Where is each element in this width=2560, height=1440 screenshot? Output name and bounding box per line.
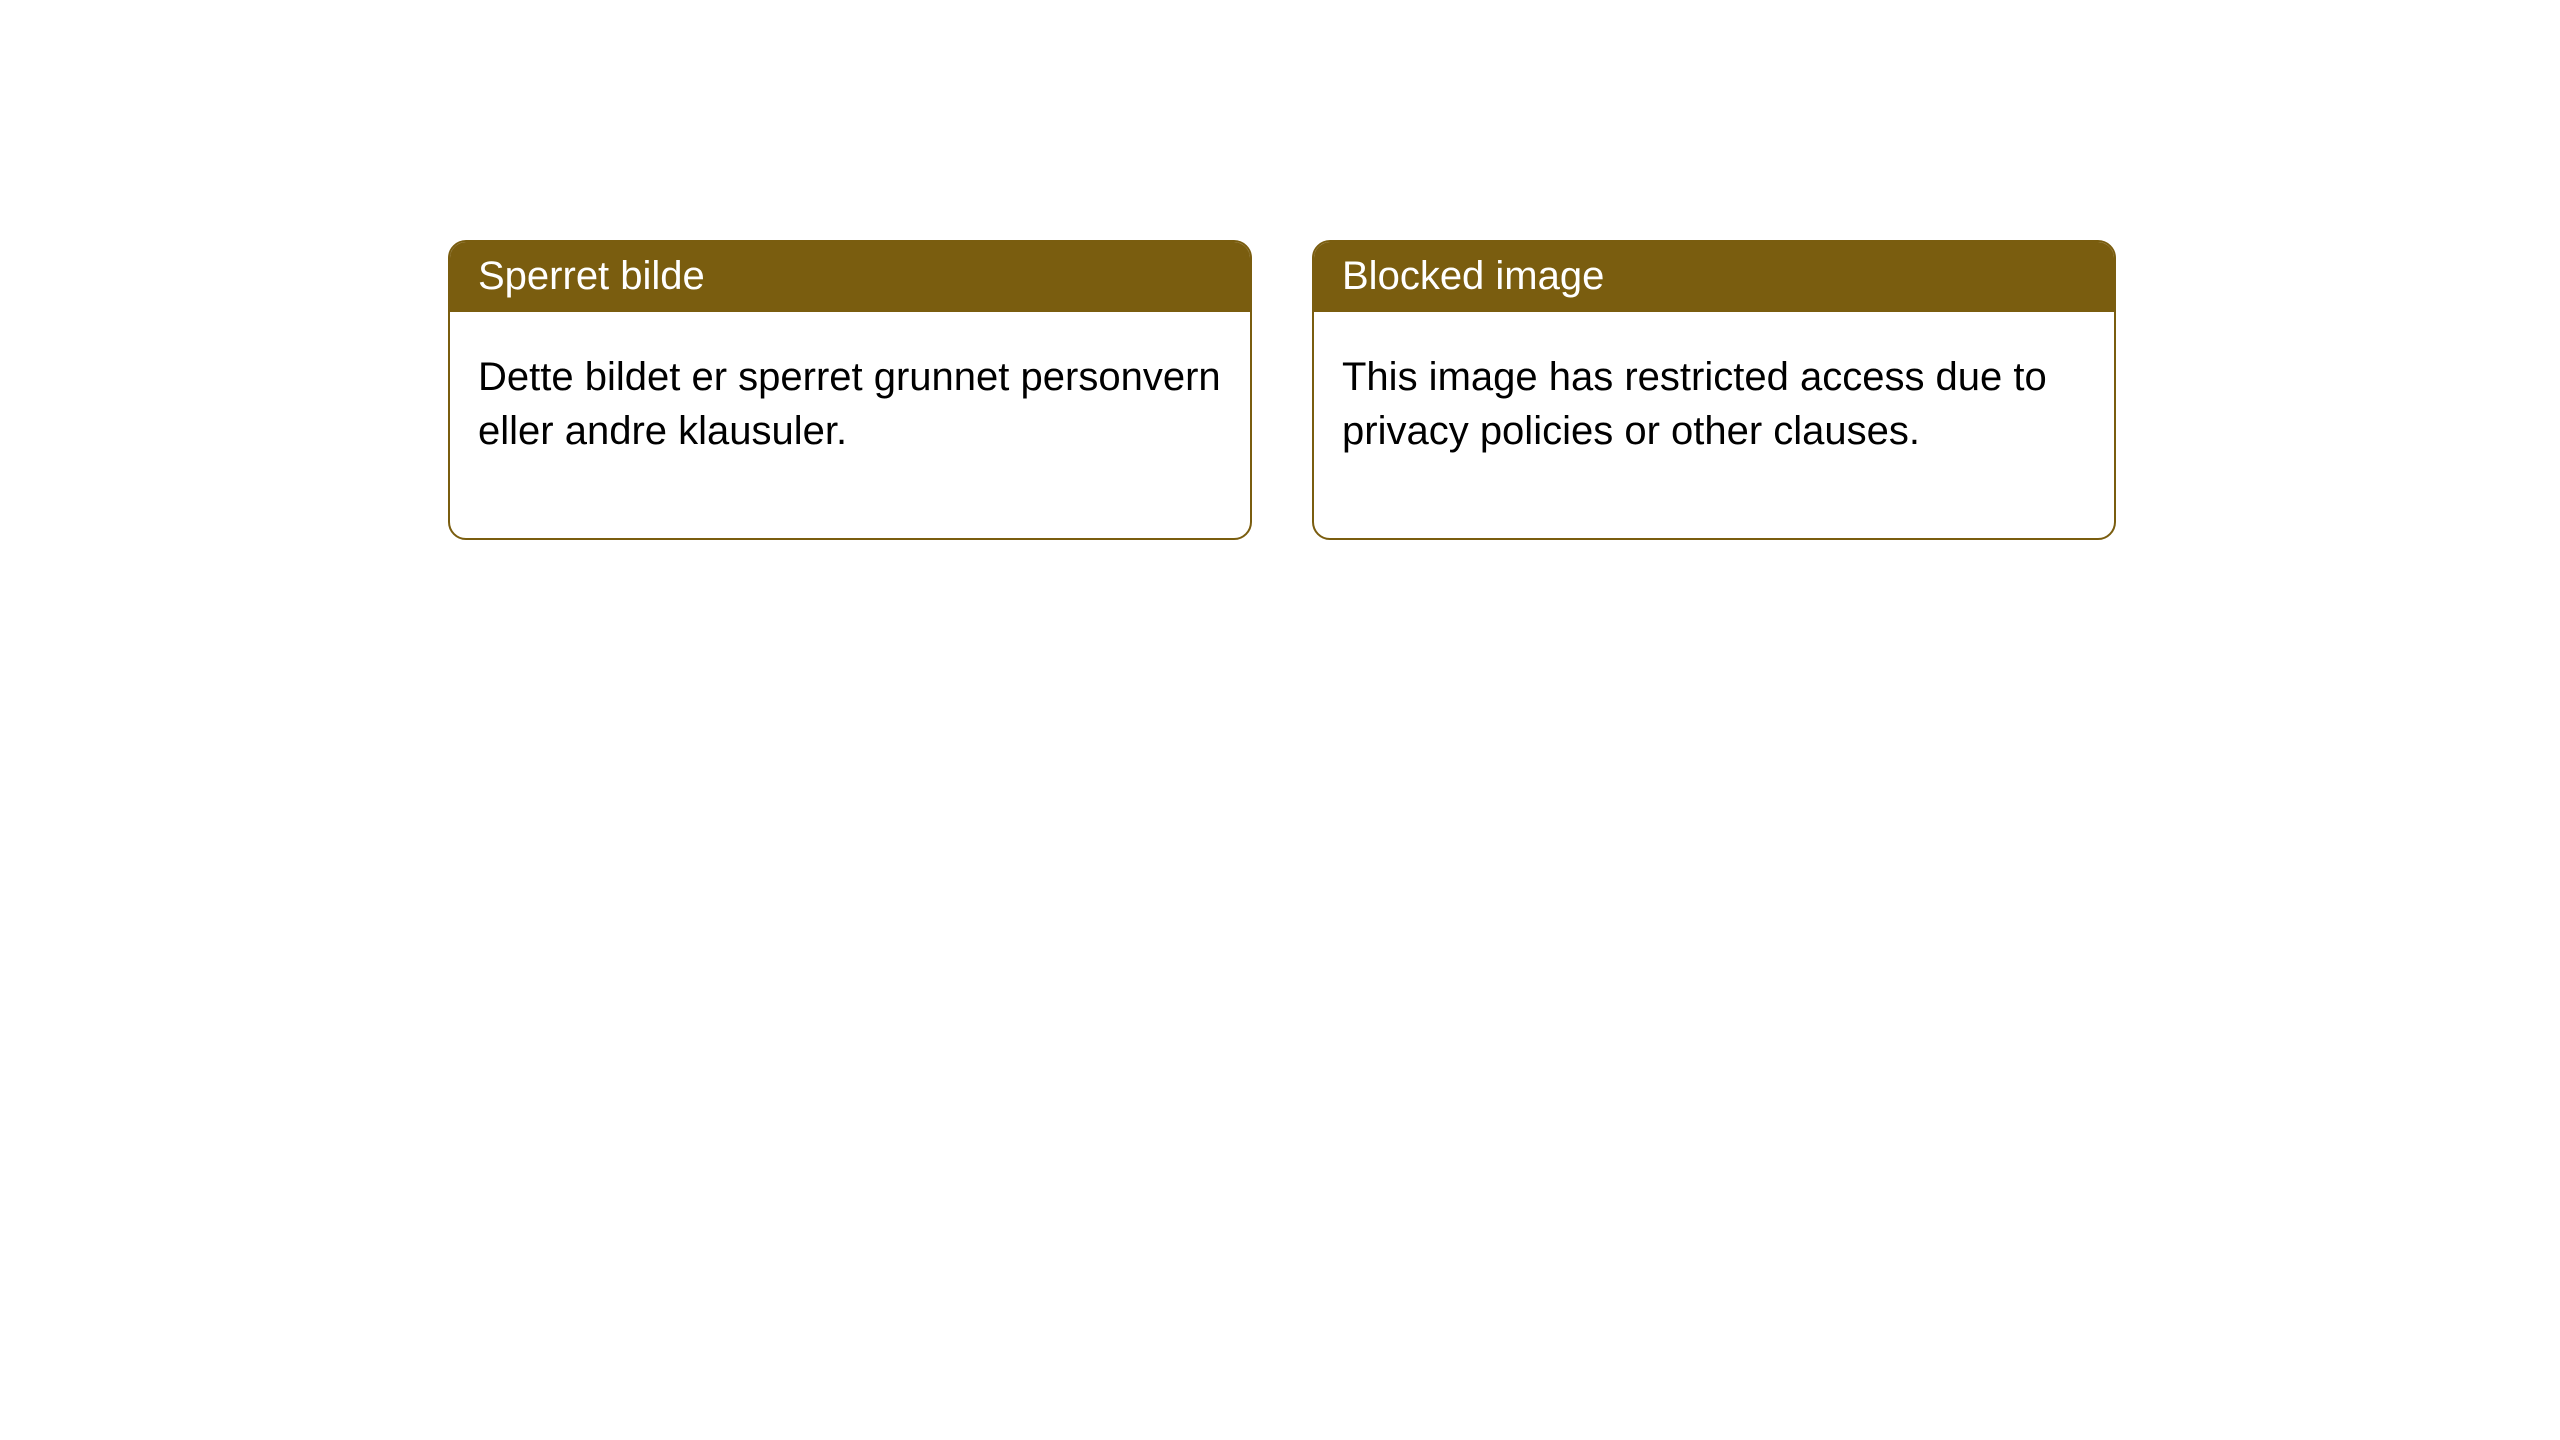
card-title: Sperret bilde	[450, 242, 1250, 312]
card-body-text: Dette bildet er sperret grunnet personve…	[450, 312, 1250, 538]
card-body-text: This image has restricted access due to …	[1314, 312, 2114, 538]
card-title: Blocked image	[1314, 242, 2114, 312]
notice-card-norwegian: Sperret bilde Dette bildet er sperret gr…	[448, 240, 1252, 540]
notice-container: Sperret bilde Dette bildet er sperret gr…	[0, 0, 2560, 540]
notice-card-english: Blocked image This image has restricted …	[1312, 240, 2116, 540]
